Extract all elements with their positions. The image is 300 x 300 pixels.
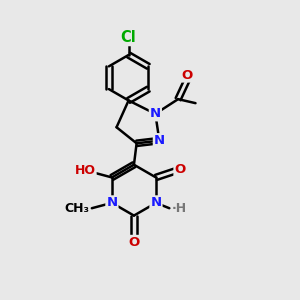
Text: Cl: Cl <box>121 30 136 45</box>
Text: O: O <box>182 69 193 82</box>
Text: N: N <box>154 134 165 147</box>
Text: HO: HO <box>75 164 96 177</box>
Text: N: N <box>150 107 161 120</box>
Text: ·H: ·H <box>172 202 187 215</box>
Text: O: O <box>128 236 140 249</box>
Text: O: O <box>174 163 186 176</box>
Text: N: N <box>150 196 161 209</box>
Text: N: N <box>106 196 118 209</box>
Text: CH₃: CH₃ <box>64 202 89 215</box>
